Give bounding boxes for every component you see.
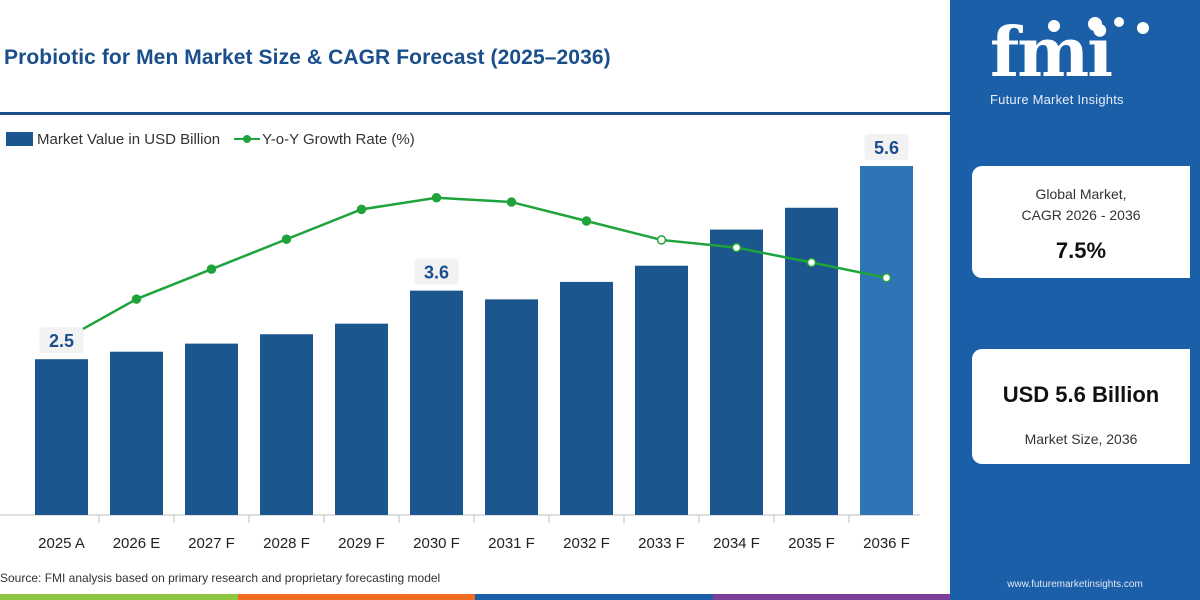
- growth-rate-point: [656, 235, 667, 245]
- legend-line-swatch: [234, 132, 261, 146]
- x-tick-label: 2036 F: [863, 535, 910, 552]
- growth-rate-point: [131, 294, 142, 304]
- x-tick-label: 2033 F: [638, 535, 685, 552]
- source-note: Source: FMI analysis based on primary re…: [0, 571, 441, 585]
- growth-rate-point: [881, 273, 892, 283]
- logo-wordmark: fmi: [990, 13, 1113, 93]
- data-label-box: [414, 258, 459, 285]
- fmi-logo: [987, 12, 1167, 112]
- market-size-value: USD 5.6 Billion: [1002, 382, 1160, 407]
- bar-2026-e: [110, 351, 163, 515]
- growth-rate-point: [581, 216, 592, 226]
- x-tick-label: 2031 F: [488, 535, 535, 552]
- bar-2032-f: [560, 281, 613, 515]
- cagr-card: Global Market, CAGR 2026 - 2036 7.5%: [972, 166, 1190, 278]
- bar-2029-f: [335, 323, 388, 515]
- cagr-label-line2: CAGR 2026 - 2036: [1021, 207, 1141, 223]
- x-tick-label: 2025 A: [38, 535, 85, 552]
- bar-2027-f: [185, 343, 238, 515]
- growth-rate-point: [281, 234, 292, 245]
- legend-line-label: Y-o-Y Growth Rate (%): [262, 130, 415, 148]
- legend-bar-label: Market Value in USD Billion: [37, 130, 221, 148]
- cagr-value: 7.5%: [1055, 238, 1107, 263]
- chart-panel: Probiotic for Men Market Size & CAGR For…: [0, 46, 950, 600]
- data-label-box: [864, 134, 909, 160]
- x-tick-label: 2026 E: [113, 535, 161, 552]
- footer-color-bar: [0, 594, 950, 600]
- cagr-label-line1: Global Market,: [1035, 186, 1127, 202]
- bar-2031-f: [485, 299, 538, 515]
- bar-2030-f: [410, 290, 463, 515]
- growth-rate-point: [506, 197, 517, 207]
- growth-rate-point: [356, 204, 367, 215]
- x-tick-label: 2028 F: [263, 535, 310, 552]
- page-title: Probiotic for Men Market Size & CAGR For…: [4, 46, 611, 69]
- x-tick-label: 2032 F: [563, 535, 610, 552]
- bar-2033-f: [635, 265, 688, 515]
- bar-2035-f: [785, 207, 838, 515]
- bar-2034-f: [710, 229, 763, 515]
- data-label-box: [39, 327, 84, 354]
- growth-rate-point: [731, 242, 742, 253]
- footer-color-segment: [712, 594, 950, 600]
- legend-bar-swatch: [6, 132, 33, 146]
- data-label: 2.5: [49, 331, 74, 351]
- x-tick-label: 2027 F: [188, 535, 235, 552]
- title-divider: [0, 112, 950, 115]
- logo-icon: [1048, 17, 1149, 34]
- growth-rate-point: [806, 257, 817, 268]
- brand-name: Future Market Insights: [990, 92, 1124, 107]
- data-label: 3.6: [424, 263, 449, 283]
- website-url: www.futuremarketinsights.com: [1007, 579, 1143, 590]
- x-tick-label: 2035 F: [788, 535, 835, 552]
- growth-rate-point: [431, 192, 442, 203]
- bar-2028-f: [260, 334, 313, 515]
- market-size-label: Market Size, 2036: [1024, 431, 1138, 447]
- chart-legend: Market Value in USD Billion Y-o-Y Growth…: [6, 128, 415, 150]
- bar-2025-a: [35, 359, 88, 515]
- x-tick-label: 2034 F: [713, 535, 760, 552]
- growth-rate-line: [82, 196, 887, 331]
- footer-color-segment: [0, 594, 238, 600]
- footer-color-segment: [237, 594, 475, 600]
- market-size-card: USD 5.6 Billion Market Size, 2036: [972, 349, 1190, 464]
- market-chart: 2025 A 2026 E 2027 F 2028 F 2029 F 2030 F 2031…: [0, 134, 920, 552]
- footer-color-segment: [475, 594, 713, 600]
- x-tick-label: 2030 F: [413, 535, 460, 552]
- growth-rate-point: [206, 264, 217, 274]
- bar-2036-f: [860, 166, 913, 515]
- data-label: 5.6: [874, 138, 899, 158]
- summary-sidebar: fmi Future Market Insights Global Market…: [950, 0, 1200, 600]
- x-tick-label: 2029 F: [338, 535, 385, 552]
